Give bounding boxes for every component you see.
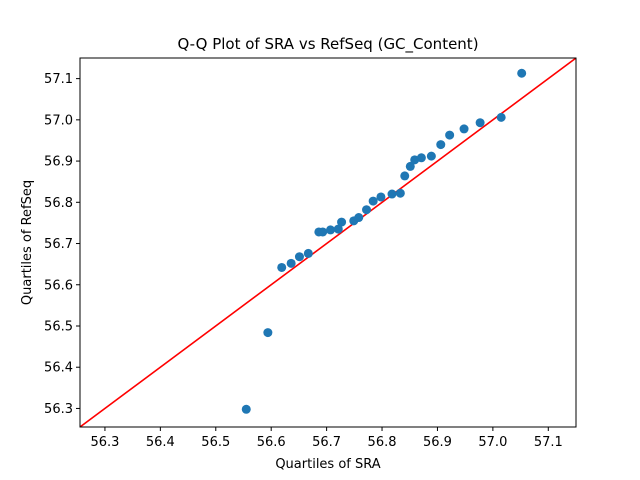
data-point <box>325 225 335 235</box>
data-point <box>475 118 485 128</box>
x-axis-ticks: 56.3 56.4 56.5 56.6 56.7 56.8 56.9 57.0 57.1 <box>90 427 563 450</box>
data-point <box>416 153 426 163</box>
data-points <box>241 68 527 414</box>
x-tick-label: 56.6 <box>257 435 286 450</box>
x-tick-label: 57.1 <box>534 435 563 450</box>
data-point <box>426 151 436 161</box>
y-tick-label: 57.0 <box>44 113 73 128</box>
y-tick-label: 56.4 <box>44 361 73 376</box>
data-point <box>263 328 273 338</box>
data-point <box>277 262 287 272</box>
y-axis-label: Quartiles of RefSeq <box>20 180 35 305</box>
chart-title: Q-Q Plot of SRA vs RefSeq (GC_Content) <box>177 35 478 54</box>
reference-line-y-equals-x <box>80 58 576 427</box>
data-point <box>337 217 347 227</box>
data-point <box>376 192 386 202</box>
data-point <box>303 248 313 258</box>
data-point <box>395 188 405 198</box>
plot-area <box>80 58 576 427</box>
data-point <box>445 130 455 140</box>
data-point <box>368 196 378 206</box>
x-tick-label: 56.3 <box>90 435 119 450</box>
data-point <box>354 213 364 223</box>
data-point <box>286 258 296 268</box>
y-tick-label: 56.8 <box>44 196 73 211</box>
data-point <box>362 205 372 215</box>
data-point <box>400 171 410 181</box>
y-tick-label: 56.7 <box>44 237 73 252</box>
data-point <box>496 112 506 122</box>
y-axis-ticks: 56.3 56.4 56.5 56.6 56.7 56.8 56.9 57.0 57.1 <box>44 72 80 417</box>
data-point <box>436 140 446 150</box>
x-tick-label: 56.4 <box>146 435 175 450</box>
data-point <box>517 68 527 78</box>
y-tick-label: 56.9 <box>44 155 73 170</box>
x-tick-label: 57.0 <box>478 435 507 450</box>
y-tick-label: 57.1 <box>44 72 73 87</box>
data-point <box>387 189 397 199</box>
x-tick-label: 56.8 <box>368 435 397 450</box>
data-point <box>459 124 469 134</box>
x-tick-label: 56.5 <box>201 435 230 450</box>
data-point <box>405 161 415 171</box>
data-point <box>294 252 304 262</box>
y-tick-label: 56.5 <box>44 319 73 334</box>
x-axis-label: Quartiles of SRA <box>275 457 380 472</box>
data-point <box>318 227 328 237</box>
data-point <box>333 224 343 234</box>
y-tick-label: 56.3 <box>44 402 73 417</box>
y-tick-label: 56.6 <box>44 278 73 293</box>
x-tick-label: 56.7 <box>312 435 341 450</box>
x-tick-label: 56.9 <box>423 435 452 450</box>
data-point <box>241 404 251 414</box>
axes-frame <box>79 57 577 428</box>
